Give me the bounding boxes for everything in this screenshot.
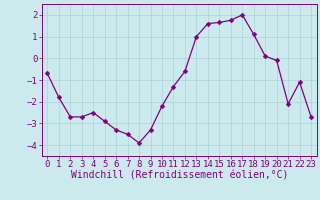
X-axis label: Windchill (Refroidissement éolien,°C): Windchill (Refroidissement éolien,°C) xyxy=(70,171,288,181)
